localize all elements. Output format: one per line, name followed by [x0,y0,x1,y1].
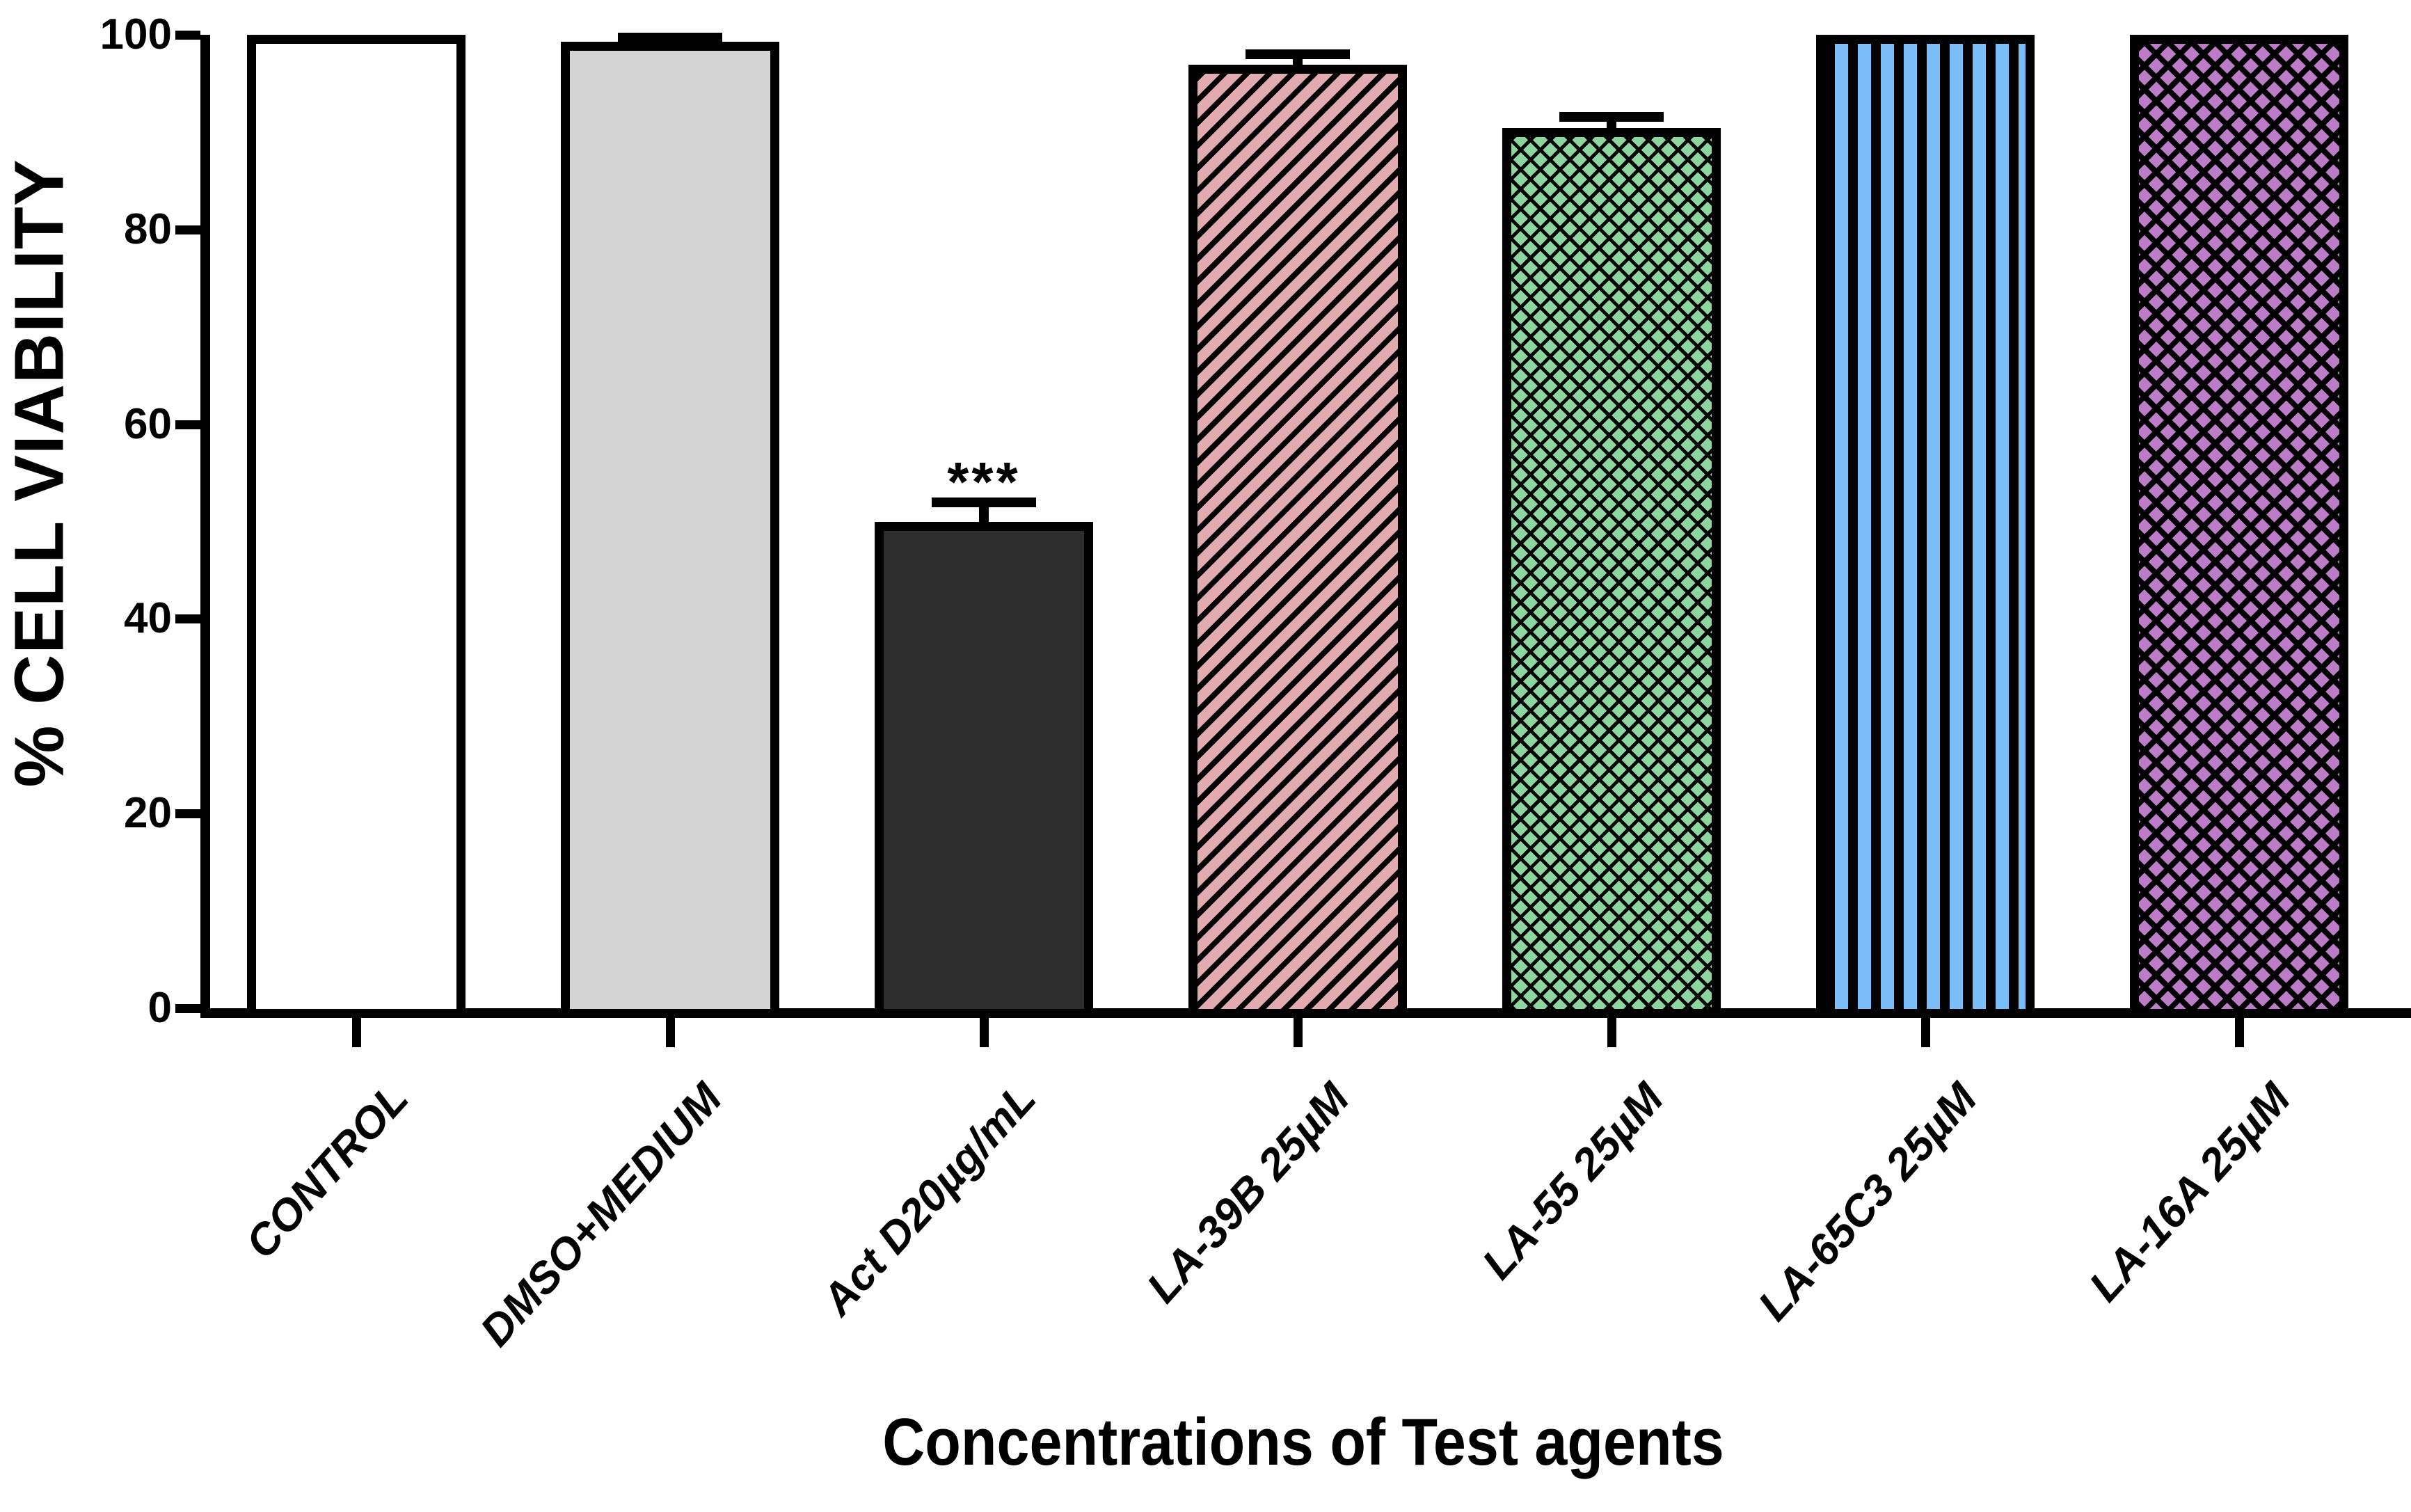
y-tick [175,809,200,819]
error-bar-cap [1246,49,1350,59]
x-tick [980,1018,989,1047]
bar-la-39b-25-m [1188,65,1407,1018]
y-tick-label: 20 [124,789,172,838]
error-bar-cap [1559,111,1664,122]
y-tick-label: 100 [100,10,172,58]
y-tick-label: 0 [148,984,172,1032]
y-axis-line [200,35,210,1018]
y-tick [175,1004,200,1013]
y-tick [175,225,200,234]
x-tick [352,1018,361,1047]
y-tick [175,614,200,624]
y-tick-label: 40 [124,594,172,643]
x-tick [666,1018,675,1047]
bar-la-55-25-m [1502,128,1721,1018]
x-tick-label-la-39b-25-m: LA-39B 25µM [1138,1074,1359,1312]
x-tick [1294,1018,1303,1047]
x-tick-label-act-d20-g-ml: Act D20µg/mL [812,1074,1045,1325]
error-bar-cap [932,497,1036,507]
x-tick-label-control: CONTROL [236,1074,417,1268]
y-tick [175,31,200,40]
bar-act-d20-g-ml [875,521,1093,1018]
x-tick-label-la-65c3-25-m: LA-65C3 25µM [1749,1074,1987,1330]
x-axis-title: Concentrations of Test agents [882,1405,1724,1479]
error-bar-stem [979,502,989,523]
x-tick [1607,1018,1616,1047]
x-tick-label-la-16a-25-m: LA-16A 25µM [2080,1074,2300,1311]
y-tick [175,420,200,429]
x-tick-label-la-55-25-m: LA-55 25µM [1472,1074,1673,1289]
significance-stars: *** [947,450,1021,513]
y-axis-title: % CELL VIABILITY [0,159,79,788]
y-tick-label: 60 [124,399,172,448]
bar-la-16a-25-m [2130,35,2348,1018]
x-tick [1921,1018,1930,1047]
x-tick-label-dmso-medium: DMSO+MEDIUM [470,1074,731,1356]
error-bar-cap [618,33,722,43]
bar-dmso-medium [561,41,779,1018]
x-tick [2235,1018,2244,1047]
bar-control [247,35,466,1018]
bar-la-65c3-25-m [1816,35,2035,1018]
y-tick-label: 80 [124,205,172,253]
